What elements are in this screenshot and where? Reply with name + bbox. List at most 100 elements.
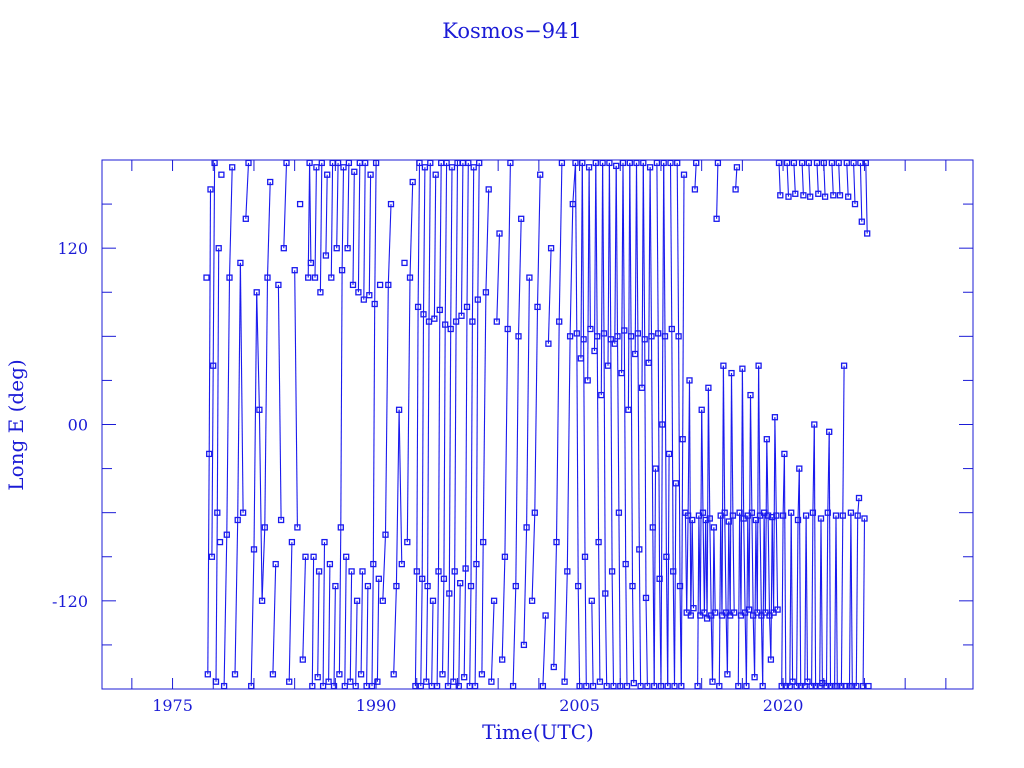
data-point-marker	[687, 612, 694, 619]
data-point-marker	[865, 682, 872, 690]
data-point-marker	[712, 609, 719, 616]
data-point-marker	[614, 333, 621, 340]
data-point-marker	[413, 568, 420, 575]
data-point-marker	[777, 192, 784, 199]
series-line-segment	[748, 395, 752, 610]
data-point-marker	[393, 582, 400, 590]
data-point-marker	[627, 333, 635, 340]
series-line-segment	[277, 284, 282, 521]
series-line-segment	[534, 306, 539, 513]
series-line-segment	[447, 593, 450, 687]
data-point-marker	[424, 582, 431, 590]
data-point-marker	[485, 186, 492, 193]
data-point-marker	[621, 327, 628, 334]
series-line-segment	[234, 519, 239, 675]
series-line-segment	[686, 515, 689, 613]
y-tick-label: -120	[52, 592, 88, 611]
data-point-marker	[663, 553, 670, 560]
series-line-segment	[436, 571, 440, 687]
data-point-marker	[250, 546, 258, 553]
data-point-marker	[277, 516, 285, 524]
series-line-segment	[706, 387, 709, 619]
series-line-segment	[496, 233, 501, 322]
x-axis-label: Time(UTC)	[482, 720, 594, 744]
data-point-marker	[315, 568, 323, 575]
series-line-segment	[371, 564, 374, 687]
series-line-segment	[596, 336, 600, 543]
series-line-segment	[474, 564, 477, 687]
series-line-segment	[798, 468, 802, 687]
series-line-segment	[831, 162, 834, 196]
series-line-segment	[697, 515, 700, 687]
series-line-segment	[759, 515, 762, 616]
data-point-marker	[512, 582, 519, 590]
data-point-marker	[419, 575, 426, 582]
data-point-marker	[470, 164, 477, 171]
data-point-marker	[376, 281, 384, 289]
data-point-marker	[474, 296, 481, 303]
series-line-segment	[673, 483, 677, 687]
data-point-marker	[305, 274, 312, 281]
data-point-marker	[604, 362, 612, 369]
series-line-segment	[676, 162, 680, 337]
data-point-marker	[446, 590, 453, 597]
series-line-segment	[615, 165, 619, 337]
series-line-segment	[341, 167, 345, 271]
series-line-segment	[737, 512, 741, 687]
series-line-segment	[828, 431, 832, 687]
series-line-segment	[311, 556, 315, 687]
data-point-marker	[855, 494, 863, 502]
data-point-marker	[575, 582, 582, 590]
series-line-segment	[811, 512, 814, 687]
data-point-marker	[632, 350, 639, 358]
series-line-segment	[602, 162, 605, 334]
data-point-marker	[747, 391, 754, 399]
series-line-segment	[766, 439, 769, 516]
series-line-segment	[245, 162, 250, 219]
series-line-segment	[455, 162, 459, 322]
series-line-segment	[865, 162, 868, 234]
data-point-marker	[676, 582, 684, 590]
series-line-segment	[309, 162, 312, 263]
data-point-marker	[811, 421, 818, 428]
data-point-marker	[523, 524, 530, 531]
data-point-marker	[531, 509, 538, 516]
series-line-segment	[783, 453, 787, 687]
series-line-segment	[463, 568, 467, 678]
data-point-marker	[665, 450, 673, 458]
data-point-marker	[269, 671, 277, 678]
x-tick-label: 2005	[559, 696, 600, 715]
series-line-segment	[360, 571, 364, 675]
series-line-segment	[660, 424, 663, 687]
x-tick-label: 1990	[356, 696, 397, 715]
data-point-marker	[767, 656, 775, 663]
data-point-marker	[802, 512, 810, 519]
data-point-marker	[203, 274, 210, 281]
series-line-segment	[450, 167, 453, 330]
series-line-segment	[458, 583, 461, 687]
data-point-marker	[845, 193, 852, 200]
series-line-segment	[840, 515, 844, 687]
data-point-marker	[752, 516, 760, 524]
series-line-segment	[376, 578, 380, 682]
series-line-segment	[340, 270, 343, 528]
series-line-segment	[732, 515, 735, 613]
data-point-marker	[591, 347, 598, 355]
series-line-segment	[722, 365, 726, 513]
data-point-marker	[832, 512, 840, 519]
series-line-segment	[387, 204, 392, 285]
data-point-marker	[771, 414, 779, 421]
series-line-segment	[481, 542, 484, 675]
data-point-marker	[288, 538, 296, 546]
data-point-marker	[690, 605, 697, 612]
series-line-segment	[623, 330, 627, 565]
data-point-marker	[547, 245, 555, 252]
data-point-marker	[387, 200, 395, 208]
data-point-marker	[398, 560, 405, 568]
data-point-marker	[214, 509, 221, 516]
data-point-marker	[781, 450, 788, 458]
data-point-marker	[596, 678, 604, 685]
data-point-marker	[836, 192, 844, 199]
series-line-segment	[325, 174, 328, 256]
data-point-marker	[406, 274, 414, 281]
